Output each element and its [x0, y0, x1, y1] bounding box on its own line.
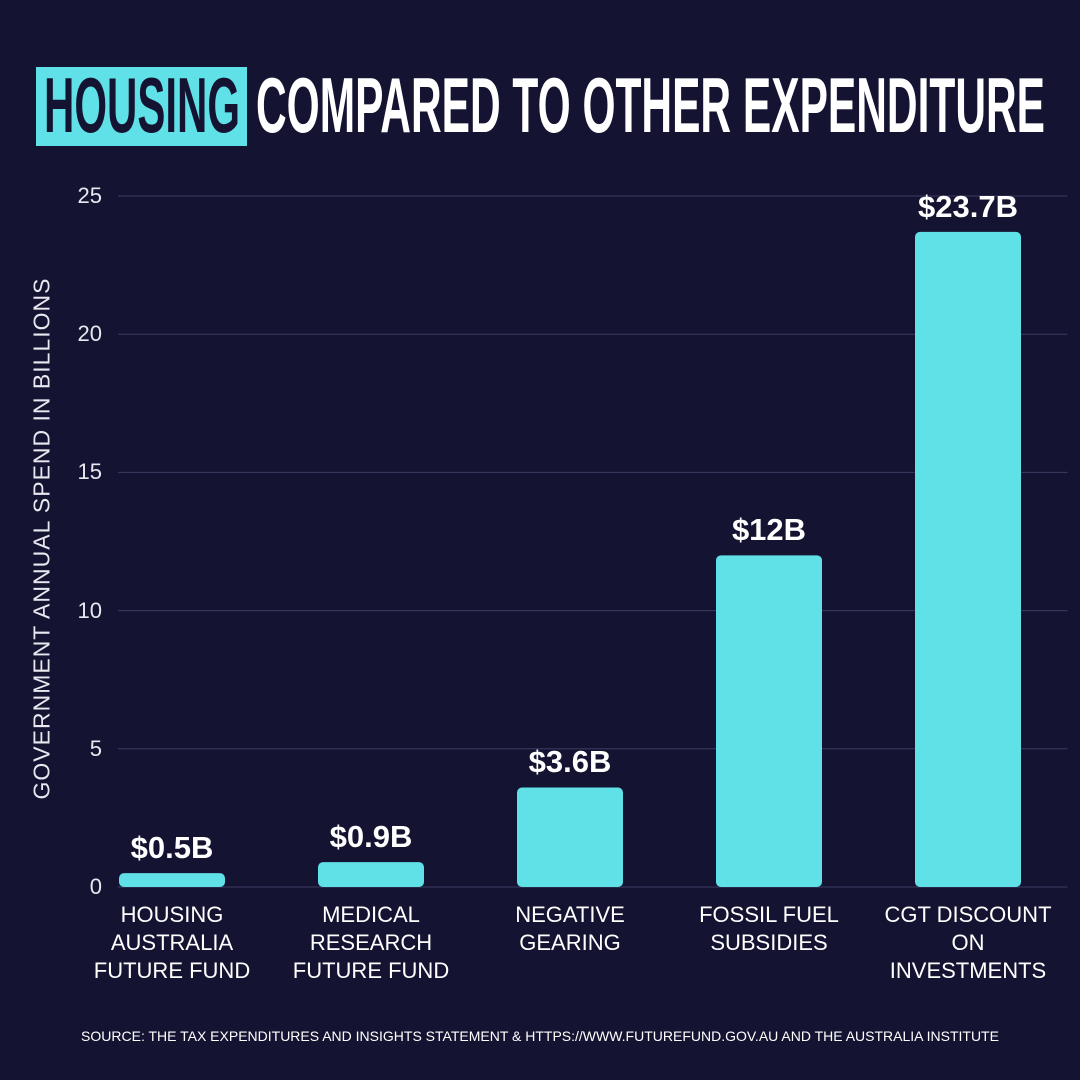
bar	[119, 873, 225, 887]
value-label: $12B	[731, 512, 807, 548]
x-tick-label: CGT DISCOUNT ON INVESTMENTS	[884, 902, 1052, 983]
bar	[915, 231, 1021, 887]
value-label: $0.9B	[329, 819, 413, 855]
value-label: $0.5B	[130, 830, 214, 866]
x-tick-label: FOSSIL FUEL SUBSIDIES	[699, 902, 839, 955]
value-label: $3.6B	[528, 744, 612, 780]
value-label: $23.7B	[918, 188, 1018, 224]
x-tick-label: MEDICAL RESEARCH FUTURE FUND	[292, 902, 450, 983]
y-tick-label: 25	[77, 183, 102, 208]
source-note: SOURCE: THE TAX EXPENDITURES AND INSIGHT…	[81, 1028, 999, 1044]
y-tick-label: 15	[77, 459, 102, 485]
y-tick-label: 5	[89, 735, 102, 761]
bar	[318, 862, 424, 887]
bar	[716, 555, 822, 887]
chart-title: COMPARED TO OTHER EXPENDITURE	[256, 61, 1045, 149]
title-highlight: HOUSING	[44, 61, 240, 149]
title-highlight-box	[36, 67, 247, 146]
y-tick-label: 0	[89, 874, 102, 899]
y-tick-label: 10	[77, 597, 102, 623]
y-tick-label: 20	[77, 321, 102, 347]
bar	[517, 787, 623, 887]
y-axis-label: GOVERNMENT ANNUAL SPEND IN BILLIONS	[28, 277, 55, 800]
x-tick-label: HOUSING AUSTRALIA FUTURE FUND	[93, 902, 251, 983]
x-tick-label: NEGATIVE GEARING	[515, 902, 625, 955]
